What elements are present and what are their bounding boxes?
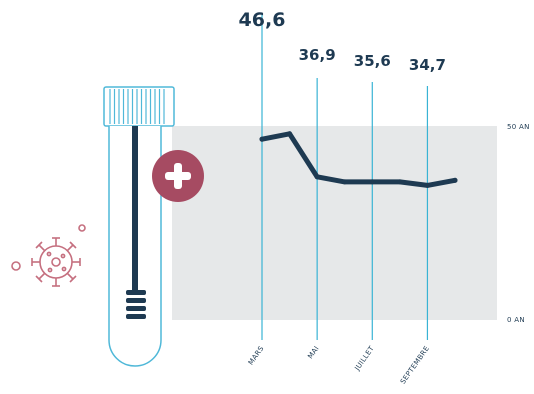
value-label: 46,6 [239,9,286,31]
data-point [452,177,458,183]
value-label: 35,6 [354,52,391,70]
series-line [259,131,458,188]
data-point [287,131,293,137]
y-axis-label-bottom: 0 AN [507,316,525,324]
data-points [259,131,458,188]
data-point [314,174,320,180]
value-label: 34,7 [409,56,446,74]
y-axis-label-top: 50 AN [507,123,530,131]
plus-icon [152,150,204,202]
data-point [397,179,403,185]
value-label: 36,9 [299,46,336,64]
data-point [342,179,348,185]
data-point [369,179,375,185]
virus-icon [11,224,86,287]
x-tick-label: MAI [306,345,320,361]
test-tube-icon [103,86,175,367]
x-tick-label: JUILLET [353,344,376,373]
x-tick-label: MARS [247,344,266,366]
chart-band [172,126,497,320]
data-point [259,136,265,142]
data-point [424,182,430,188]
x-tick-label: SEPTEMBRE [399,345,431,386]
